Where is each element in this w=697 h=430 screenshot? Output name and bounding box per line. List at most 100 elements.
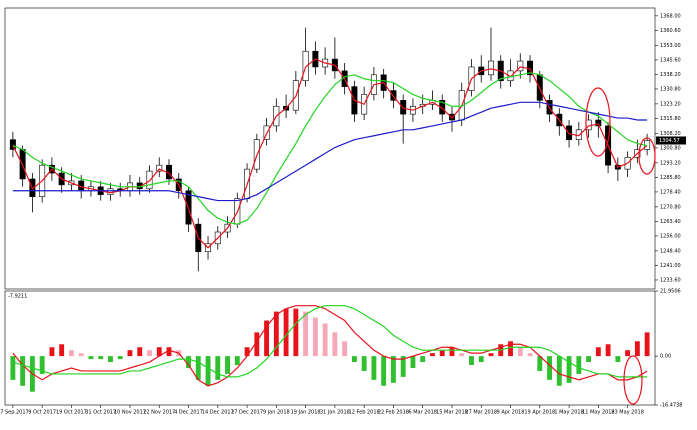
histogram-bar (156, 347, 162, 357)
x-tick-label: 27 Mar 2018 (465, 410, 497, 416)
histogram-bar (459, 353, 465, 357)
x-tick-label: 19 Jan 2018 (291, 410, 321, 416)
candle-body (156, 164, 163, 172)
histogram-bar (254, 332, 260, 357)
x-tick-label: 10 Nov 2017 (114, 410, 146, 416)
price-tick-label: 1293.20 (660, 160, 681, 166)
histogram-bar (400, 356, 406, 377)
histogram-bar (244, 347, 250, 357)
x-tick-label: 27 Dec 2017 (231, 410, 263, 416)
histogram-bar (273, 311, 279, 357)
histogram-bar (439, 350, 445, 357)
histogram-bar (361, 356, 367, 371)
histogram-bar (283, 308, 289, 357)
line (12, 58, 648, 249)
indicator-value: -7.9211 (8, 294, 27, 300)
candle-body (488, 60, 494, 76)
histogram-bar (351, 356, 357, 363)
histogram-bar (381, 356, 387, 386)
x-tick-label: 12 Feb 2018 (349, 410, 380, 416)
histogram-bar (576, 356, 582, 374)
histogram-bar (117, 356, 123, 360)
histogram-bar (195, 356, 201, 380)
annotation-circle (585, 87, 611, 157)
price-tick-label: 1241.00 (660, 263, 681, 269)
price-tick-label: 1300.80 (660, 145, 681, 151)
histogram-bar (322, 323, 328, 357)
indicator-tick-label: 21.9506 (660, 289, 681, 295)
histogram-bar (68, 350, 74, 357)
histogram-bar (20, 356, 26, 386)
histogram-bar (186, 356, 191, 368)
histogram-bar (332, 332, 338, 357)
x-tick-label: 22 Nov 2017 (143, 410, 175, 416)
histogram-bar (508, 341, 513, 357)
histogram-bar (556, 356, 562, 386)
price-tick-label: 1345.60 (660, 57, 681, 63)
x-tick-label: 1 May 2018 (554, 410, 583, 416)
price-tick-label: 1360.60 (660, 28, 681, 34)
histogram-bar (547, 356, 552, 380)
x-tick-label: 31 Oct 2017 (85, 410, 116, 416)
candle-body (448, 113, 455, 121)
price-tick-label: 1353.00 (660, 43, 681, 49)
histogram-bar (566, 356, 572, 383)
annotation-circle (638, 137, 656, 175)
histogram-bar (137, 347, 143, 357)
x-tick-label: 19 Apr 2018 (524, 410, 555, 416)
histogram-bar (166, 347, 172, 357)
histogram-bar (88, 356, 94, 360)
line (12, 305, 648, 378)
histogram-bar (449, 347, 455, 357)
line (12, 305, 648, 387)
histogram-bar (634, 341, 640, 357)
price-tick-label: 1263.40 (660, 219, 681, 225)
histogram-bar (478, 356, 484, 363)
x-tick-label: 22 Feb 2018 (378, 410, 409, 416)
histogram-bar (615, 356, 621, 363)
x-tick-label: 15 Mar 2018 (436, 410, 468, 416)
histogram-bar (293, 308, 299, 357)
x-tick-label: 14 Dec 2017 (202, 410, 234, 416)
last-price-box (656, 136, 686, 145)
histogram-bar (264, 320, 270, 357)
histogram-bar (78, 353, 84, 357)
price-tick-label: 1323.20 (660, 101, 681, 107)
price-tick-label: 1270.80 (660, 204, 681, 210)
histogram-bar (488, 353, 494, 357)
candle-body (9, 139, 16, 150)
price-tick-label: 1338.20 (660, 72, 681, 78)
price-tick-label: 1330.80 (660, 86, 681, 92)
histogram-bar (586, 356, 592, 363)
histogram-bar (371, 356, 377, 380)
histogram-bar (215, 356, 221, 380)
annotation-circle (623, 355, 643, 405)
histogram-bar (517, 347, 523, 357)
price-tick-label: 1278.40 (660, 189, 681, 195)
x-tick-label: 31 Jan 2018 (320, 410, 350, 416)
histogram-bar (342, 341, 348, 357)
x-tick-label: 9 Apr 2018 (497, 410, 525, 416)
histogram-bar (108, 356, 113, 363)
histogram-bar (10, 356, 16, 380)
price-tick-label: 1308.20 (660, 131, 681, 137)
histogram-bar (39, 356, 45, 374)
histogram-bar (605, 344, 611, 357)
histogram-bar (469, 356, 474, 366)
x-tick-label: 23 May 2018 (611, 410, 644, 416)
line (12, 101, 648, 202)
histogram-bar (527, 353, 533, 357)
x-tick-label: 19 Oct 2017 (56, 410, 87, 416)
candle-body (400, 100, 407, 115)
histogram-bar (98, 356, 104, 360)
histogram-bar (595, 347, 601, 357)
x-tick-label: 9 Jan 2018 (263, 410, 290, 416)
histogram-bar (234, 356, 240, 366)
candle-body (146, 170, 153, 190)
candle-body (302, 50, 309, 82)
x-tick-label: 4 Dec 2017 (174, 410, 203, 416)
histogram-bar (312, 317, 318, 357)
indicator-tick-label: 0.00 (660, 354, 671, 360)
histogram-bar (147, 350, 152, 357)
histogram-bar (127, 350, 133, 357)
